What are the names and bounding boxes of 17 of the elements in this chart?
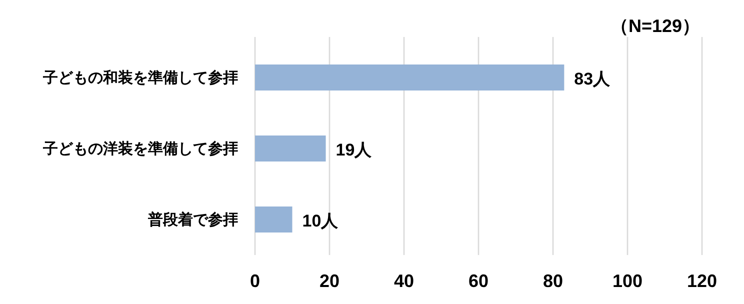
- x-tick-label: 60: [468, 271, 489, 291]
- x-tick-label: 120: [686, 271, 718, 291]
- x-tick-label: 100: [612, 271, 643, 291]
- data-label: 83人: [574, 70, 612, 88]
- x-tick-label: 80: [542, 271, 564, 291]
- data-label: 10人: [302, 212, 340, 230]
- data-label: 19人: [336, 140, 373, 160]
- y-tick-label: 子どもの洋装を準備して参拝: [42, 140, 238, 158]
- bar: [255, 136, 326, 162]
- text: （N=129）: [610, 16, 700, 36]
- y-tick-label: 子どもの和装を準備して参拝: [42, 70, 238, 86]
- x-tick-label: 0: [250, 271, 260, 291]
- bar: [255, 64, 564, 90]
- x-tick-label: 20: [319, 271, 340, 291]
- x-tick-label: 40: [394, 271, 414, 291]
- y-tick-label: 普段着で参拝: [147, 210, 238, 228]
- bar: [255, 206, 292, 232]
